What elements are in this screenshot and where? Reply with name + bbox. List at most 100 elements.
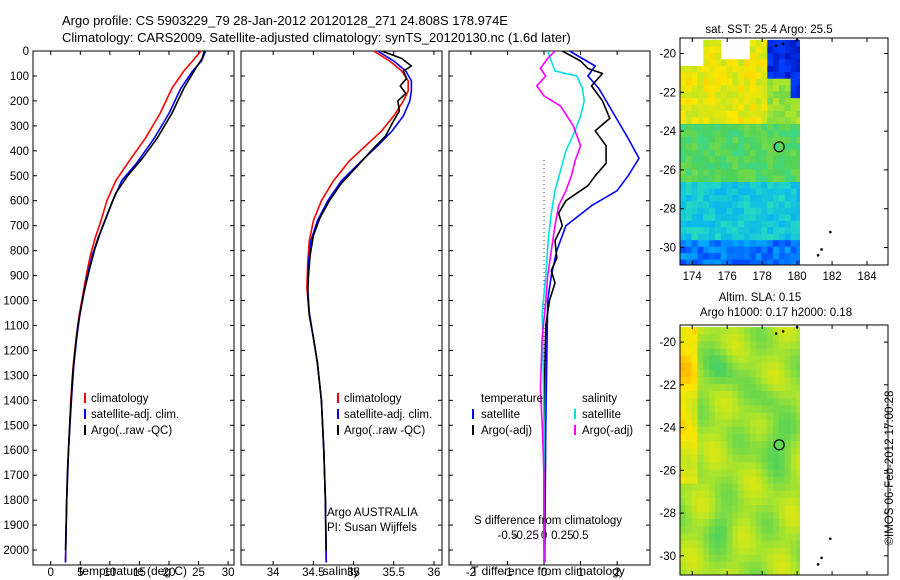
field-cell: [697, 65, 704, 73]
x-tick-label: 1: [577, 567, 583, 579]
field-cell: [691, 483, 698, 492]
field-cell: [749, 111, 757, 119]
field-cell: [703, 519, 710, 527]
field-cell: [703, 569, 710, 575]
field-cell: [732, 253, 739, 261]
field-cell: [796, 156, 800, 164]
field-cell: [709, 554, 716, 563]
field-cell: [761, 175, 768, 183]
field-cell: [790, 259, 797, 265]
field-cell: [749, 156, 757, 164]
field-cell: [778, 98, 786, 106]
field-cell: [732, 405, 739, 414]
field-cell: [778, 334, 786, 342]
field-cell: [755, 162, 763, 170]
field-cell: [796, 149, 800, 157]
field-cell: [773, 362, 780, 371]
field-cell: [703, 512, 710, 520]
field-cell: [773, 554, 780, 563]
field-cell: [732, 455, 739, 463]
field-cell: [738, 554, 745, 563]
field-cell: [680, 246, 687, 254]
field-cell: [703, 433, 710, 442]
field-cell: [709, 246, 716, 254]
field-cell: [761, 334, 768, 342]
field-cell: [749, 369, 757, 378]
y-tick-label: 1500: [3, 420, 29, 432]
field-cell: [738, 462, 745, 470]
field-cell: [790, 111, 797, 119]
field-cell: [790, 433, 797, 442]
field-cell: [709, 214, 716, 222]
field-cell: [767, 169, 774, 177]
field-cell: [685, 72, 693, 80]
field-cell: [796, 519, 800, 527]
field-cell: [790, 419, 797, 428]
field-cell: [761, 214, 768, 222]
field-cell: [714, 526, 722, 535]
field-cell: [767, 207, 774, 215]
field-cell: [680, 405, 687, 414]
field-cell: [796, 476, 800, 485]
field-cell: [796, 469, 800, 478]
field-cell: [761, 405, 768, 414]
field-cell: [778, 384, 786, 392]
field-cell: [761, 455, 768, 463]
field-cell: [738, 376, 745, 385]
field-cell: [703, 156, 710, 164]
field-cell: [790, 52, 797, 60]
field-cell: [685, 405, 693, 414]
field-cell: [680, 441, 687, 449]
field-cell: [680, 143, 687, 151]
field-cell: [703, 398, 710, 406]
field-cell: [703, 462, 710, 470]
field-cell: [685, 143, 693, 151]
field-cell: [732, 441, 739, 449]
field-cell: [761, 104, 768, 112]
field-cell: [784, 341, 792, 350]
field-cell: [691, 334, 698, 342]
field-cell: [796, 104, 800, 112]
field-cell: [784, 462, 792, 470]
field-cell: [709, 341, 716, 350]
field-cell: [680, 426, 687, 435]
field-cell: [691, 207, 698, 215]
field-cell: [790, 214, 797, 222]
field-cell: [784, 455, 792, 463]
field-cell: [796, 412, 800, 421]
field-cell: [732, 362, 739, 371]
legend-label-climatology: climatology: [91, 393, 149, 405]
field-cell: [767, 111, 774, 119]
field-cell: [714, 220, 722, 228]
field-cell: [755, 188, 763, 196]
field-cell: [685, 162, 693, 170]
field-cell: [749, 490, 757, 499]
field-cell: [732, 130, 739, 138]
field-cell: [749, 376, 757, 385]
field-cell: [720, 490, 728, 499]
x-tick-label: 176: [718, 271, 737, 283]
field-cell: [773, 327, 780, 335]
y-tick-label: 900: [10, 271, 29, 283]
y-tick-label: 1900: [3, 520, 29, 532]
field-cell: [744, 526, 751, 535]
field-cell: [778, 462, 786, 470]
field-cell: [703, 227, 710, 235]
field-cell: [714, 207, 722, 215]
field-cell: [720, 65, 728, 73]
field-cell: [720, 412, 728, 421]
field-cell: [732, 519, 739, 527]
field-cell: [749, 505, 757, 513]
field-cell: [714, 561, 722, 570]
field-cell: [685, 441, 693, 449]
field-cell: [790, 405, 797, 414]
field-cell: [773, 391, 780, 399]
field-cell: [680, 65, 687, 73]
field-cell: [685, 341, 693, 350]
field-cell: [738, 419, 745, 428]
island-dot: [829, 537, 832, 540]
field-cell: [755, 526, 763, 535]
field-cell: [709, 130, 716, 138]
field-cell: [714, 483, 722, 492]
field-cell: [709, 448, 716, 456]
